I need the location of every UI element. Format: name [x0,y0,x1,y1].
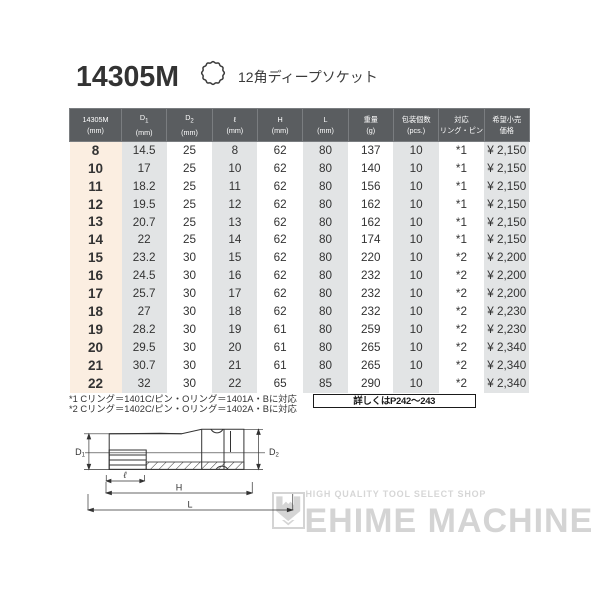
svg-text:D2: D2 [269,447,280,459]
svg-text:ℓ: ℓ [123,470,127,480]
svg-text:H: H [176,483,183,493]
svg-text:L: L [187,500,192,510]
svg-text:D1: D1 [75,447,86,459]
